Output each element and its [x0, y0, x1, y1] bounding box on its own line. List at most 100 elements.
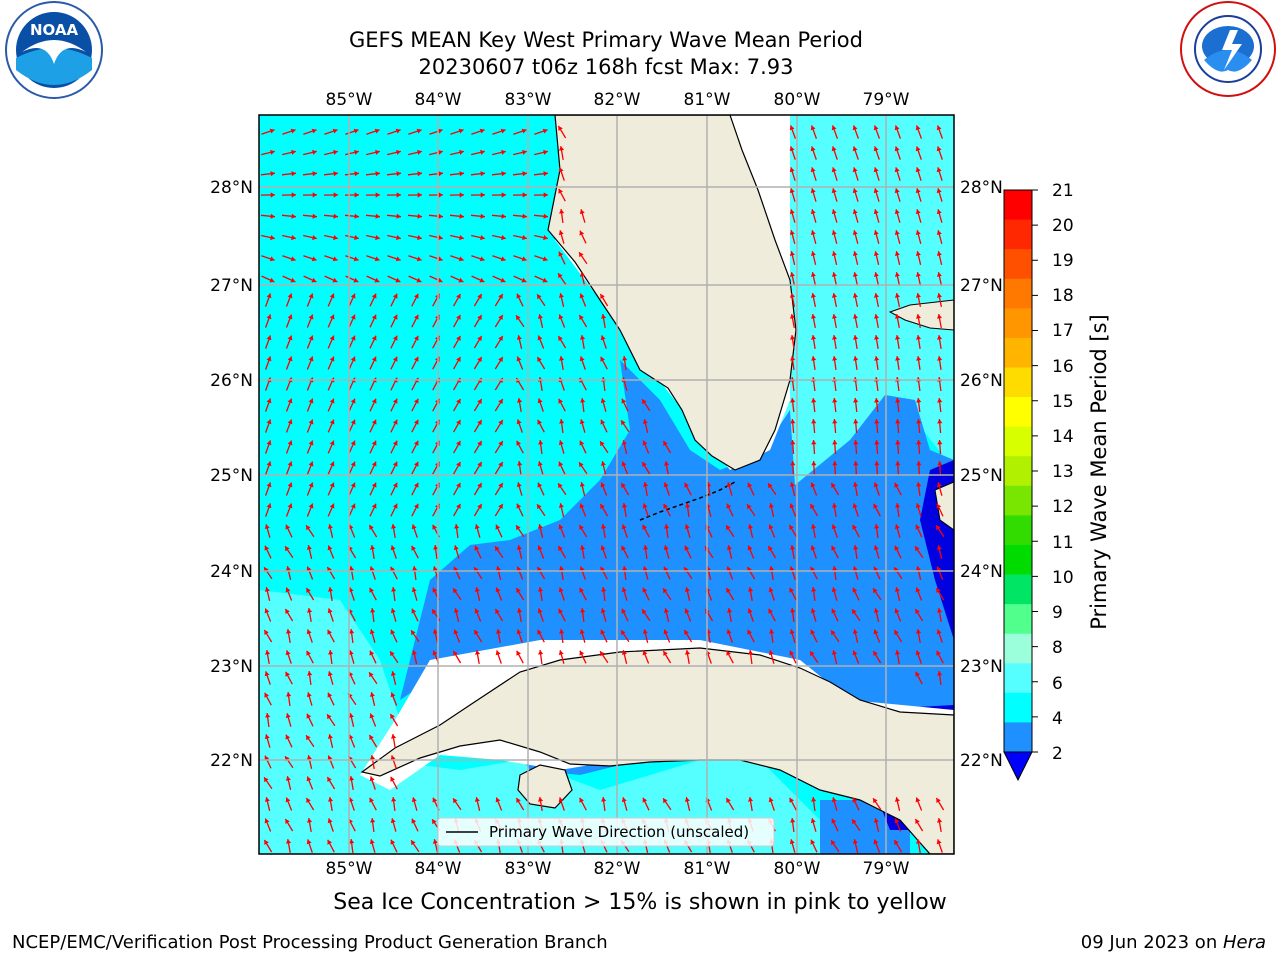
wave-arrowhead — [332, 277, 338, 283]
lat-label-left: 27°N — [210, 276, 253, 296]
wave-arrowhead — [831, 251, 837, 256]
wave-arrowhead — [542, 277, 548, 283]
wave-arrowhead — [664, 461, 670, 466]
wave-arrowhead — [873, 251, 879, 256]
wave-arrowhead — [264, 608, 270, 614]
wave-arrowhead — [285, 587, 291, 593]
wave-arrowhead — [456, 419, 461, 425]
wave-arrowhead — [306, 588, 311, 593]
wave-arrowhead — [266, 503, 272, 509]
wave-arrowhead — [601, 587, 607, 592]
wave-arrowhead — [537, 314, 543, 319]
wave-arrowhead — [308, 461, 314, 467]
wave-arrowhead — [474, 587, 480, 592]
wave-arrowhead — [328, 587, 334, 592]
wave-arrowhead — [790, 314, 795, 319]
wave-arrowhead — [287, 335, 293, 341]
wave-arrowhead — [684, 608, 690, 614]
wave-arrowhead — [287, 461, 293, 467]
wave-arrowhead — [432, 797, 438, 803]
wave-arrowhead — [354, 171, 359, 177]
wave-arrowhead — [873, 503, 878, 509]
wave-arrowhead — [390, 651, 395, 657]
wave-arrowhead — [416, 277, 422, 283]
wave-arrowhead — [853, 482, 859, 487]
wave-arrowhead — [498, 504, 503, 509]
wave-arrowhead — [480, 149, 485, 155]
wave-arrowhead — [414, 335, 419, 341]
wave-arrowhead — [521, 277, 527, 283]
colorbar-segment — [1004, 633, 1032, 664]
wave-arrowhead — [516, 419, 522, 425]
wave-arrowhead — [348, 734, 354, 740]
wave-arrowhead — [811, 797, 817, 802]
wave-arrowhead — [333, 171, 338, 177]
wave-arrowhead — [495, 546, 500, 552]
wave-arrowhead — [311, 128, 317, 134]
wave-arrowhead — [369, 566, 375, 572]
wave-arrowhead — [685, 650, 691, 655]
wave-arrowhead — [853, 440, 859, 445]
wave-arrowhead — [495, 797, 501, 803]
wave-arrowhead — [936, 839, 942, 845]
wave-arrowhead — [459, 192, 464, 198]
wave-arrowhead — [392, 419, 398, 425]
wave-arrowhead — [600, 504, 605, 509]
wave-arrowhead — [790, 335, 796, 340]
wave-arrowhead — [874, 461, 880, 466]
wave-arrowhead — [270, 213, 275, 219]
nws-logo — [1180, 1, 1276, 97]
wave-arrowhead — [810, 839, 816, 845]
colorbar — [1003, 189, 1038, 782]
colorbar-segment — [1004, 722, 1032, 753]
wave-arrowhead — [747, 504, 752, 510]
wave-arrowhead — [894, 167, 900, 173]
wave-arrowhead — [474, 545, 480, 551]
wave-arrowhead — [685, 503, 691, 508]
wave-arrowhead — [915, 167, 921, 173]
wave-arrowhead — [663, 482, 669, 488]
colorbar-segment — [1004, 663, 1032, 694]
wave-arrowhead — [748, 650, 754, 655]
wave-arrowhead — [285, 797, 291, 803]
wave-arrowhead — [873, 209, 879, 215]
wave-arrowhead — [516, 440, 521, 446]
wave-arrowhead — [329, 461, 335, 467]
wave-arrowhead — [852, 272, 858, 277]
wave-arrowhead — [853, 335, 859, 340]
wave-arrowhead — [558, 398, 563, 404]
lon-label-bottom: 80°W — [774, 859, 821, 879]
wave-arrowhead — [329, 440, 335, 446]
wave-arrowhead — [915, 230, 921, 235]
wave-arrowhead — [432, 609, 437, 615]
wave-arrowhead — [308, 503, 314, 509]
wave-arrowhead — [517, 461, 523, 466]
colorbar-segment — [1004, 485, 1032, 516]
wave-arrowhead — [456, 335, 461, 341]
wave-arrowhead — [537, 398, 543, 404]
wave-arrowhead — [327, 734, 333, 739]
wave-arrowhead — [264, 630, 269, 635]
sea-ice-note: Sea Ice Concentration > 15% is shown in … — [333, 890, 947, 915]
wave-arrowhead — [498, 357, 503, 362]
wave-arrowhead — [327, 608, 333, 614]
wave-arrowhead — [642, 440, 648, 446]
wave-arrowhead — [327, 671, 333, 677]
wave-arrowhead — [621, 440, 627, 445]
wave-arrowhead — [790, 398, 796, 403]
wave-arrowhead — [479, 256, 485, 262]
wave-arrowhead — [348, 587, 354, 593]
wave-arrowhead — [537, 461, 543, 467]
wave-arrowhead — [558, 126, 563, 131]
colorbar-segment — [1004, 456, 1032, 487]
wave-arrowhead — [789, 587, 794, 593]
wave-arrowhead — [306, 650, 311, 656]
wave-arrowhead — [894, 818, 900, 824]
wave-arrowhead — [480, 171, 485, 177]
wave-arrowhead — [936, 293, 942, 298]
wave-arrowhead — [498, 336, 503, 341]
wave-arrowhead — [329, 335, 335, 341]
wave-arrowhead — [768, 503, 774, 508]
wave-arrowhead — [537, 629, 542, 635]
wave-arrowhead — [600, 629, 606, 635]
